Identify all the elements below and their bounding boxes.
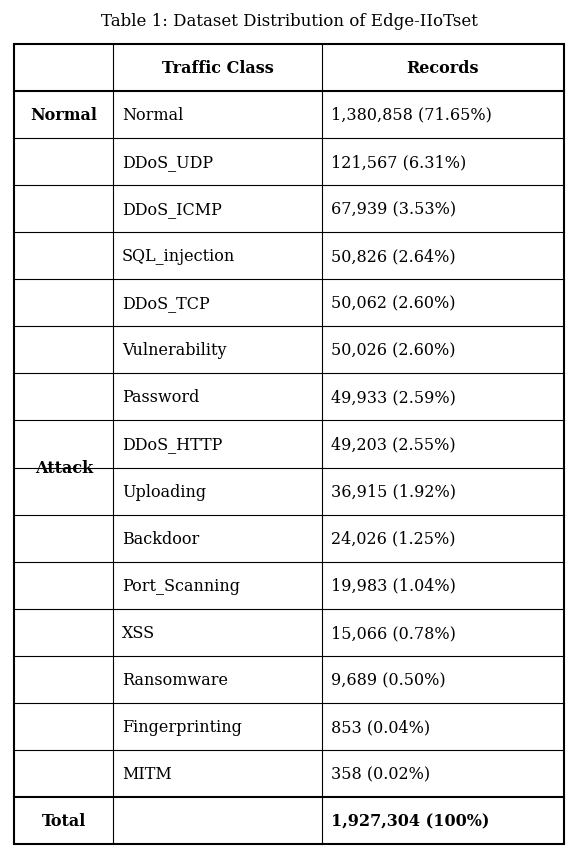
Text: 121,567 (6.31%): 121,567 (6.31%) (331, 154, 466, 171)
Text: 358 (0.02%): 358 (0.02%) (331, 765, 429, 782)
Text: 15,066 (0.78%): 15,066 (0.78%) (331, 624, 455, 641)
Text: DDoS_TCP: DDoS_TCP (122, 295, 210, 312)
Text: XSS: XSS (122, 624, 155, 641)
Text: Vulnerability: Vulnerability (122, 342, 227, 359)
Text: 36,915 (1.92%): 36,915 (1.92%) (331, 483, 455, 500)
Text: MITM: MITM (122, 765, 172, 782)
Text: 49,933 (2.59%): 49,933 (2.59%) (331, 389, 455, 406)
Text: Records: Records (406, 60, 479, 77)
Text: Password: Password (122, 389, 199, 406)
Text: 67,939 (3.53%): 67,939 (3.53%) (331, 200, 455, 218)
Text: 50,062 (2.60%): 50,062 (2.60%) (331, 295, 455, 312)
Text: 19,983 (1.04%): 19,983 (1.04%) (331, 577, 455, 595)
Text: Backdoor: Backdoor (122, 530, 199, 547)
Text: DDoS_ICMP: DDoS_ICMP (122, 200, 222, 218)
Text: 1,927,304 (100%): 1,927,304 (100%) (331, 812, 489, 829)
Text: 50,026 (2.60%): 50,026 (2.60%) (331, 342, 455, 359)
Text: Table 1: Dataset Distribution of Edge-IIoTset: Table 1: Dataset Distribution of Edge-II… (101, 13, 477, 30)
Text: Attack: Attack (35, 460, 93, 477)
Text: 9,689 (0.50%): 9,689 (0.50%) (331, 671, 445, 688)
Text: 24,026 (1.25%): 24,026 (1.25%) (331, 530, 455, 547)
Text: Uploading: Uploading (122, 483, 206, 500)
Text: Port_Scanning: Port_Scanning (122, 577, 240, 595)
Text: 50,826 (2.64%): 50,826 (2.64%) (331, 248, 455, 264)
Text: Normal: Normal (31, 107, 97, 124)
Text: Total: Total (42, 812, 86, 829)
Text: SQL_injection: SQL_injection (122, 248, 235, 264)
Text: 49,203 (2.55%): 49,203 (2.55%) (331, 436, 455, 453)
Text: Fingerprinting: Fingerprinting (122, 718, 242, 735)
Text: Traffic Class: Traffic Class (162, 60, 273, 77)
Text: Normal: Normal (122, 107, 183, 124)
Text: DDoS_UDP: DDoS_UDP (122, 154, 213, 171)
Text: DDoS_HTTP: DDoS_HTTP (122, 436, 223, 453)
Text: 853 (0.04%): 853 (0.04%) (331, 718, 429, 735)
Text: Ransomware: Ransomware (122, 671, 228, 688)
Text: 1,380,858 (71.65%): 1,380,858 (71.65%) (331, 107, 491, 124)
